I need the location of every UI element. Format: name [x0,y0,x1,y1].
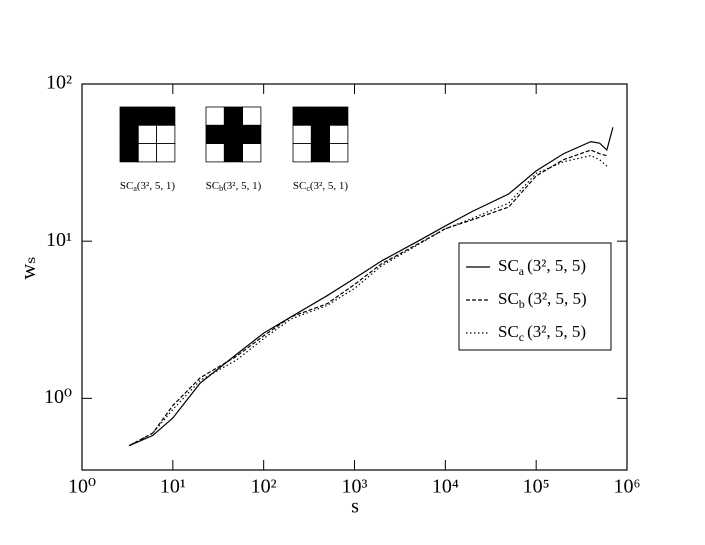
inset-cell [223,106,244,126]
inset-caption: SCc(3², 5, 1) [293,180,348,193]
inset-cell [137,106,158,126]
inset-sub: b [219,184,223,193]
x-axis-label: s [351,496,359,518]
legend-sub: b [519,297,525,311]
series-line [128,149,608,447]
x-tick-label: 10⁴ [432,476,459,498]
inset-cell [242,143,262,163]
inset-sub: c [306,184,310,193]
legend-name: SC [498,289,519,308]
inset-cell [137,143,158,163]
inset-cell [119,143,139,163]
inset-cell [223,124,244,145]
inset-cell [156,106,176,126]
legend-params: (3², 5, 5) [527,256,586,275]
x-tick-label: 10¹ [160,476,186,498]
inset-cell [329,124,349,145]
inset-params: (3², 5, 1) [310,180,348,192]
legend-name: SC [498,256,519,275]
inset-name: SC [206,180,219,192]
inset-cell [292,124,312,145]
inset-params: (3², 5, 1) [137,180,175,192]
inset-name: SC [293,180,306,192]
inset-params: (3², 5, 1) [223,180,261,192]
inset-cell [205,106,225,126]
x-tick-label: 10⁰ [68,476,96,498]
inset-cell [137,124,158,145]
inset-cell [310,143,330,163]
legend-name: SC [498,322,519,341]
inset-cell [310,106,330,126]
y-axis-label: wₛ [15,256,40,279]
inset-caption: SCa(3², 5, 1) [120,180,175,193]
inset-cell [310,124,330,145]
inset-cell [329,106,349,126]
inset-name: SC [120,180,133,192]
inset-cell [119,106,139,126]
legend-label: SCb (3², 5, 5) [498,289,587,311]
legend-label: SCc (3², 5, 5) [498,322,586,344]
inset-cell [292,106,312,126]
inset-cell [156,143,176,163]
inset-cell [292,143,312,163]
inset-cell [223,143,244,163]
legend-label: SCa (3², 5, 5) [498,256,586,278]
inset-caption: SCb(3², 5, 1) [206,180,262,193]
x-tick-label: 10² [251,476,277,498]
legend-sub: a [519,264,525,278]
legend-box [458,242,612,351]
y-tick-label: 10² [46,72,72,94]
inset-cell [119,124,139,145]
x-tick-label: 10³ [342,476,368,498]
inset-cell [205,124,225,145]
y-tick-label: 10⁰ [44,386,72,408]
legend-params: (3², 5, 5) [527,322,586,341]
inset-cell [242,106,262,126]
x-tick-label: 10⁵ [523,476,550,498]
inset-sub: a [133,184,137,193]
x-tick-label: 10⁶ [614,476,641,498]
series-line [128,127,614,447]
inset-cell [242,124,262,145]
inset-cell [156,124,176,145]
legend-sub: c [519,330,524,344]
inset-cell [329,143,349,163]
legend-params: (3², 5, 5) [528,289,587,308]
y-tick-label: 10¹ [46,229,72,251]
inset-cell [205,143,225,163]
